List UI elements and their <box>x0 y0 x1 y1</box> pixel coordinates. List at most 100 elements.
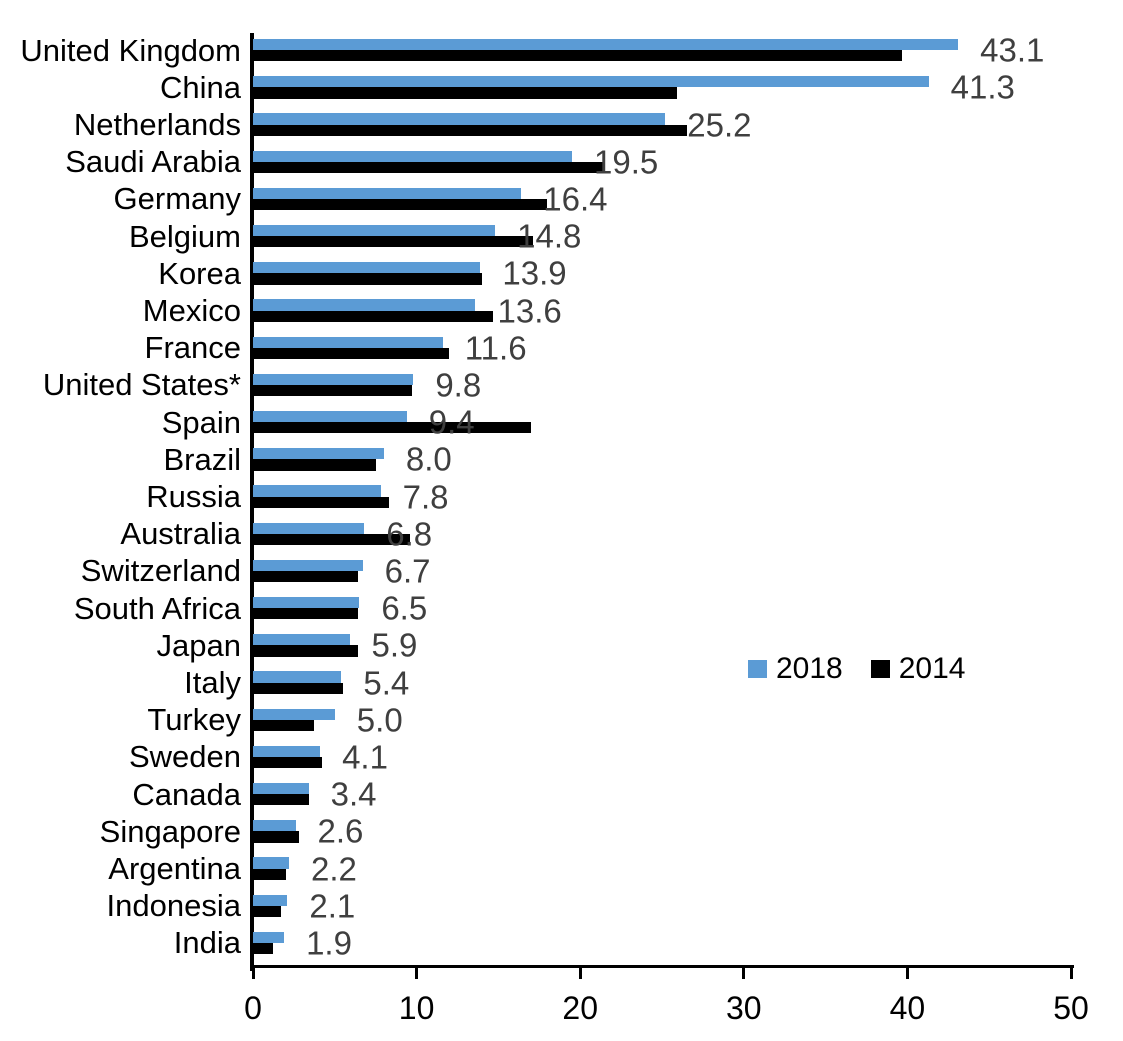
bar-2014 <box>253 236 533 248</box>
bar-2014 <box>253 757 322 769</box>
value-label: 5.0 <box>356 701 403 739</box>
bar-2014 <box>253 608 358 620</box>
value-label: 5.4 <box>363 664 410 702</box>
x-axis-tick-label: 30 <box>726 990 762 1026</box>
x-axis-tick-label: 50 <box>1053 990 1089 1026</box>
value-label: 41.3 <box>950 68 1015 106</box>
category-label: Spain <box>161 404 241 440</box>
bar-2014 <box>253 533 411 545</box>
legend-swatch-2014-icon <box>870 660 890 678</box>
y-axis-line <box>250 33 254 971</box>
x-axis-tick <box>415 968 419 979</box>
value-label: 9.8 <box>435 366 482 404</box>
category-label: Indonesia <box>106 888 241 924</box>
value-label: 6.7 <box>384 552 431 590</box>
category-label: Netherlands <box>73 107 241 143</box>
category-label: Australia <box>120 516 241 552</box>
value-label: 43.1 <box>980 31 1045 69</box>
value-label: 11.6 <box>464 329 527 367</box>
x-axis-tick <box>742 968 746 979</box>
category-label: Belgium <box>129 218 241 254</box>
legend: 2018 2014 <box>748 654 966 684</box>
category-label: Argentina <box>108 851 241 887</box>
category-label: Italy <box>184 665 241 701</box>
legend-swatch-2018-icon <box>748 660 767 678</box>
value-label: 6.8 <box>386 515 433 553</box>
bar-2018 <box>253 150 573 162</box>
bar-2018 <box>253 76 929 88</box>
value-label: 8.0 <box>405 440 452 478</box>
bar-2018 <box>253 39 959 51</box>
x-axis-tick-label: 0 <box>244 990 262 1026</box>
category-label: South Africa <box>73 590 241 626</box>
x-axis-tick <box>905 968 909 979</box>
category-label: Switzerland <box>80 553 241 589</box>
bar-2018 <box>253 559 363 571</box>
bar-2018 <box>253 857 289 869</box>
category-label: Korea <box>158 255 241 291</box>
bar-2018 <box>253 299 476 311</box>
x-axis-tick <box>251 968 255 979</box>
bar-2014 <box>253 831 299 843</box>
bar-2018 <box>253 411 407 423</box>
x-axis-tick-label: 20 <box>562 990 598 1026</box>
value-label: 4.1 <box>342 738 388 776</box>
category-label: Turkey <box>147 702 241 738</box>
value-label: 6.5 <box>381 589 428 627</box>
bar-2018 <box>253 336 443 348</box>
value-label: 19.5 <box>594 143 659 181</box>
category-label: Japan <box>156 627 241 663</box>
value-label: 3.4 <box>330 775 377 813</box>
bar-2014 <box>253 645 358 657</box>
legend-item-2014: 2014 <box>870 652 966 685</box>
bar-2014 <box>253 794 309 806</box>
category-label: United States* <box>42 367 241 403</box>
value-label: 7.8 <box>402 478 449 516</box>
bar-2014 <box>253 87 677 99</box>
bar-2018 <box>253 671 342 683</box>
bar-2014 <box>253 50 903 62</box>
bar-2018 <box>253 634 350 646</box>
category-label: China <box>160 69 241 105</box>
value-label: 16.4 <box>543 180 608 218</box>
category-label: Saudi Arabia <box>65 144 241 180</box>
bar-2014 <box>253 310 494 322</box>
category-label: France <box>144 330 241 366</box>
bar-2014 <box>253 422 532 434</box>
bar-2018 <box>253 931 285 943</box>
x-axis-tick <box>578 968 582 979</box>
bar-2014 <box>253 385 412 397</box>
legend-item-2018: 2018 <box>748 654 843 684</box>
category-label: Russia <box>146 479 241 515</box>
bar-2018 <box>253 225 496 237</box>
bar-2018 <box>253 113 666 125</box>
value-label: 25.2 <box>687 106 752 144</box>
value-label: 2.6 <box>317 812 364 850</box>
bar-2018 <box>253 262 481 274</box>
x-axis-line <box>250 965 1074 968</box>
value-label: 2.1 <box>309 887 356 925</box>
value-label: 13.6 <box>497 292 562 330</box>
bar-2018 <box>253 187 522 199</box>
value-label: 14.8 <box>517 217 582 255</box>
bar-2014 <box>253 682 343 694</box>
value-label: 13.9 <box>502 254 567 292</box>
bar-2014 <box>253 496 389 508</box>
bar-2018 <box>253 708 335 720</box>
bar-2018 <box>253 373 414 385</box>
bar-2014 <box>253 459 376 471</box>
bar-2014 <box>253 943 273 955</box>
bar-2014 <box>253 905 281 917</box>
legend-label-2014: 2014 <box>898 652 966 685</box>
bar-2018 <box>253 597 360 609</box>
bar-2018 <box>253 485 381 497</box>
value-label: 2.2 <box>310 850 357 888</box>
legend-label-2018: 2018 <box>776 652 843 685</box>
x-axis-tick <box>1069 968 1073 979</box>
bar-2018 <box>253 745 321 757</box>
category-label: Brazil <box>163 441 241 477</box>
bar-2014 <box>253 347 450 359</box>
x-axis-tick-label: 40 <box>889 990 926 1026</box>
bar-2018 <box>253 783 309 795</box>
